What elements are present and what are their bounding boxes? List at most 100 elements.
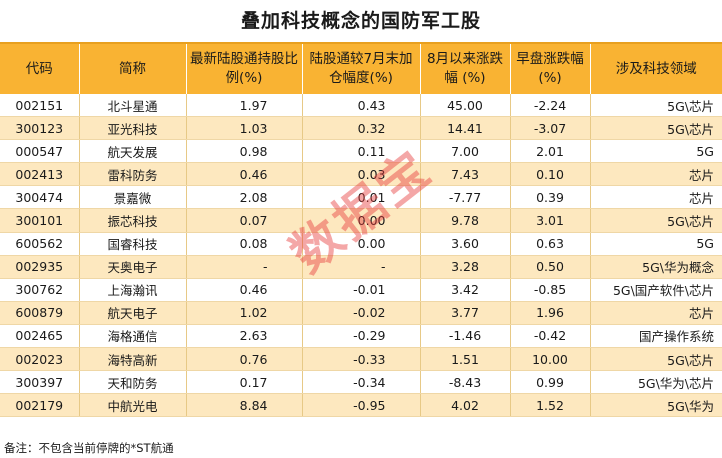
cell-code: 600562 xyxy=(0,232,80,256)
table-row[interactable]: 002023 海特高新 0.76 -0.33 1.51 10.00 5G\芯片 xyxy=(0,347,722,372)
col-header-increase[interactable]: 陆股通较7月末加仓幅度(%) xyxy=(302,44,421,94)
cell-code: 002151 xyxy=(0,94,80,118)
cell-tech-field: 5G\华为概念 xyxy=(590,255,722,279)
table-row[interactable]: 000547 航天发展 0.98 0.11 7.00 2.01 5G xyxy=(0,139,722,164)
cell-holding-ratio: 0.07 xyxy=(186,208,303,233)
cell-change-since-aug: 7.00 xyxy=(420,139,511,164)
cell-increase: -0.95 xyxy=(302,393,421,418)
page-title: 叠加科技概念的国防军工股 xyxy=(0,0,722,44)
cell-change-since-aug: 3.60 xyxy=(420,232,511,256)
table-row[interactable]: 002413 雷科防务 0.46 0.03 7.43 0.10 芯片 xyxy=(0,162,722,187)
cell-holding-ratio: 8.84 xyxy=(186,393,303,418)
col-header-name[interactable]: 简称 xyxy=(79,44,187,94)
cell-change-since-aug: 7.43 xyxy=(420,162,511,187)
cell-holding-ratio: 0.46 xyxy=(186,162,303,187)
cell-name: 景嘉微 xyxy=(79,185,187,210)
col-header-code[interactable]: 代码 xyxy=(0,44,80,94)
cell-code: 002465 xyxy=(0,324,80,349)
table-row[interactable]: 600879 航天电子 1.02 -0.02 3.77 1.96 芯片 xyxy=(0,301,722,325)
cell-morning-change: 10.00 xyxy=(510,347,591,372)
cell-holding-ratio: 0.08 xyxy=(186,232,303,256)
cell-name: 海特高新 xyxy=(79,347,187,372)
cell-tech-field: 芯片 xyxy=(590,162,722,187)
cell-morning-change: -3.07 xyxy=(510,116,591,141)
cell-name: 航天电子 xyxy=(79,301,187,325)
cell-code: 000547 xyxy=(0,139,80,164)
cell-code: 300123 xyxy=(0,116,80,141)
cell-morning-change: 1.52 xyxy=(510,393,591,418)
cell-holding-ratio: 1.03 xyxy=(186,116,303,141)
cell-change-since-aug: -8.43 xyxy=(420,370,511,395)
cell-tech-field: 5G\芯片 xyxy=(590,208,722,233)
table-row[interactable]: 002465 海格通信 2.63 -0.29 -1.46 -0.42 国产操作系统 xyxy=(0,324,722,349)
table-header-row: 代码 简称 最新陆股通持股比例(%) 陆股通较7月末加仓幅度(%) 8月以来涨跌… xyxy=(0,44,722,94)
cell-tech-field: 国产操作系统 xyxy=(590,324,722,349)
cell-tech-field: 5G\芯片 xyxy=(590,94,722,118)
table-row[interactable]: 300101 振芯科技 0.07 0.00 9.78 3.01 5G\芯片 xyxy=(0,208,722,233)
cell-morning-change: 2.01 xyxy=(510,139,591,164)
cell-name: 北斗星通 xyxy=(79,94,187,118)
cell-name: 亚光科技 xyxy=(79,116,187,141)
cell-tech-field: 5G\芯片 xyxy=(590,116,722,141)
cell-tech-field: 5G\国产软件\芯片 xyxy=(590,278,722,302)
cell-tech-field: 5G\华为\芯片 xyxy=(590,370,722,395)
cell-increase: 0.43 xyxy=(302,94,421,118)
cell-increase: 0.00 xyxy=(302,232,421,256)
cell-change-since-aug: 9.78 xyxy=(420,208,511,233)
cell-change-since-aug: 3.42 xyxy=(420,278,511,302)
table-row[interactable]: 300762 上海瀚讯 0.46 -0.01 3.42 -0.85 5G\国产软件\芯片 xyxy=(0,278,722,302)
cell-change-since-aug: -1.46 xyxy=(420,324,511,349)
cell-holding-ratio: 1.97 xyxy=(186,94,303,118)
table-row[interactable]: 300474 景嘉微 2.08 0.01 -7.77 0.39 芯片 xyxy=(0,185,722,210)
cell-holding-ratio: 0.76 xyxy=(186,347,303,372)
cell-holding-ratio: 0.17 xyxy=(186,370,303,395)
cell-morning-change: 0.63 xyxy=(510,232,591,256)
cell-change-since-aug: -7.77 xyxy=(420,185,511,210)
cell-increase: -0.34 xyxy=(302,370,421,395)
cell-increase: -0.02 xyxy=(302,301,421,325)
cell-holding-ratio: - xyxy=(186,255,303,279)
col-header-tech-field[interactable]: 涉及科技领域 xyxy=(590,44,722,94)
cell-code: 300762 xyxy=(0,278,80,302)
cell-increase: 0.03 xyxy=(302,162,421,187)
cell-change-since-aug: 3.28 xyxy=(420,255,511,279)
cell-increase: -0.01 xyxy=(302,278,421,302)
cell-code: 300397 xyxy=(0,370,80,395)
cell-holding-ratio: 2.08 xyxy=(186,185,303,210)
cell-name: 上海瀚讯 xyxy=(79,278,187,302)
cell-holding-ratio: 2.63 xyxy=(186,324,303,349)
cell-name: 国睿科技 xyxy=(79,232,187,256)
cell-code: 300474 xyxy=(0,185,80,210)
cell-code: 002935 xyxy=(0,255,80,279)
table-row[interactable]: 300123 亚光科技 1.03 0.32 14.41 -3.07 5G\芯片 xyxy=(0,116,722,141)
cell-increase: 0.00 xyxy=(302,208,421,233)
cell-name: 振芯科技 xyxy=(79,208,187,233)
table-row[interactable]: 002935 天奥电子 - -3.28 0.50 5G\华为概念 xyxy=(0,255,722,279)
table-row[interactable]: 300397 天和防务 0.17 -0.34 -8.43 0.99 5G\华为\芯片 xyxy=(0,370,722,395)
col-header-morning-change[interactable]: 早盘涨跌幅(%) xyxy=(510,44,591,94)
cell-morning-change: 0.50 xyxy=(510,255,591,279)
cell-name: 天和防务 xyxy=(79,370,187,395)
cell-morning-change: 3.01 xyxy=(510,208,591,233)
cell-code: 002023 xyxy=(0,347,80,372)
cell-name: 雷科防务 xyxy=(79,162,187,187)
cell-morning-change: 0.10 xyxy=(510,162,591,187)
cell-morning-change: 0.99 xyxy=(510,370,591,395)
col-header-change-since-aug[interactable]: 8月以来涨跌幅 (%) xyxy=(420,44,511,94)
cell-morning-change: 1.96 xyxy=(510,301,591,325)
table-row[interactable]: 002151 北斗星通 1.97 0.43 45.00 -2.24 5G\芯片 xyxy=(0,94,722,118)
cell-code: 002413 xyxy=(0,162,80,187)
table-row[interactable]: 002179 中航光电 8.84 -0.95 4.02 1.52 5G\华为 xyxy=(0,393,722,418)
cell-change-since-aug: 4.02 xyxy=(420,393,511,418)
cell-increase: 0.32 xyxy=(302,116,421,141)
cell-change-since-aug: 14.41 xyxy=(420,116,511,141)
table-row[interactable]: 600562 国睿科技 0.08 0.00 3.60 0.63 5G xyxy=(0,232,722,256)
cell-change-since-aug: 3.77 xyxy=(420,301,511,325)
cell-name: 中航光电 xyxy=(79,393,187,418)
cell-tech-field: 芯片 xyxy=(590,301,722,325)
cell-tech-field: 5G\华为 xyxy=(590,393,722,418)
cell-increase: 0.01 xyxy=(302,185,421,210)
cell-tech-field: 5G xyxy=(590,139,722,164)
col-header-holding-ratio[interactable]: 最新陆股通持股比例(%) xyxy=(186,44,303,94)
cell-code: 002179 xyxy=(0,393,80,418)
